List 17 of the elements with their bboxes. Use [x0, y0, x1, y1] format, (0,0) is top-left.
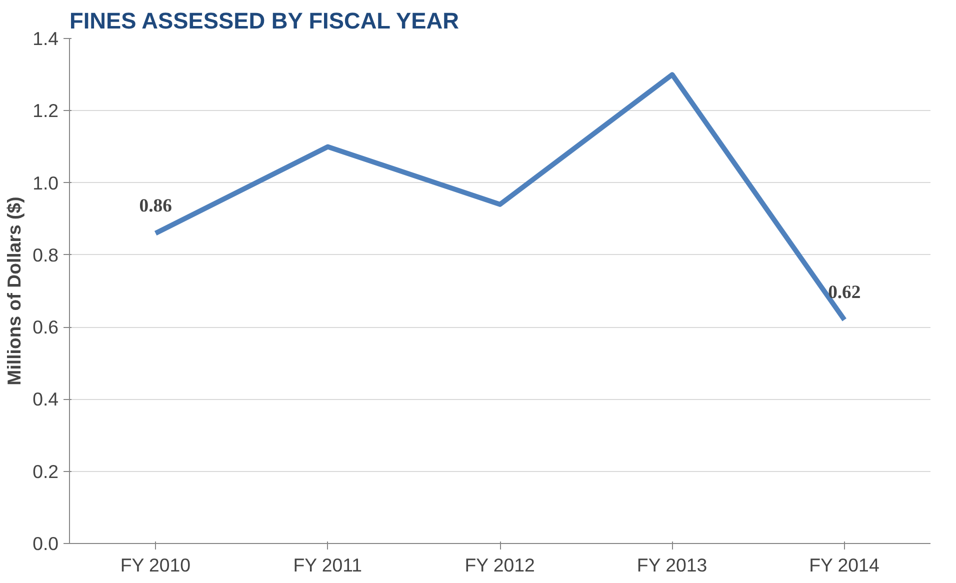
y-axis-title: Millions of Dollars ($): [4, 196, 25, 386]
data-label: 0.62: [828, 282, 861, 303]
chart-title: FINES ASSESSED BY FISCAL YEAR: [70, 8, 459, 34]
x-tick-label: FY 2010: [120, 554, 191, 576]
y-tick-label: 0.6: [32, 316, 59, 338]
y-tick-label: 0.0: [32, 533, 59, 554]
x-tick-label: FY 2013: [636, 554, 708, 576]
x-tick-label: FY 2011: [293, 554, 362, 576]
y-tick-label: 0.8: [32, 244, 59, 266]
y-tick-label: 0.2: [32, 460, 59, 482]
x-tick-label: FY 2014: [809, 554, 880, 576]
y-tick-label: 1.2: [32, 100, 59, 122]
y-tick-label: 1.0: [32, 172, 59, 194]
y-tick-label: 0.4: [32, 388, 59, 410]
data-label: 0.86: [139, 195, 172, 216]
x-tick-label: FY 2012: [464, 554, 535, 576]
y-tick-label: 1.4: [32, 28, 59, 49]
